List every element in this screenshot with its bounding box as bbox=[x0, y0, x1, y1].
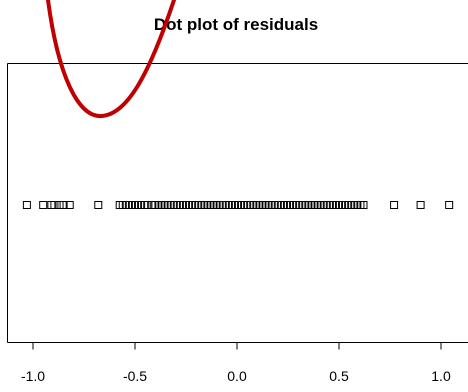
data-point bbox=[445, 201, 454, 209]
data-point bbox=[50, 201, 59, 209]
data-point bbox=[416, 201, 425, 209]
data-point bbox=[390, 201, 399, 209]
x-tick-label: 0.0 bbox=[227, 368, 247, 384]
data-points bbox=[22, 201, 454, 209]
x-tick-label: 0.5 bbox=[329, 368, 349, 384]
data-point bbox=[39, 201, 48, 209]
data-point bbox=[94, 201, 103, 209]
data-point bbox=[59, 201, 68, 209]
data-point bbox=[55, 201, 64, 209]
chart-title: Dot plot of residuals bbox=[154, 15, 318, 34]
x-tick-label: 1.0 bbox=[431, 368, 451, 384]
data-point bbox=[22, 201, 31, 209]
x-axis: -1.0 -0.5 0.0 0.5 1.0 bbox=[21, 342, 451, 384]
plot-frame bbox=[7, 63, 468, 343]
data-point bbox=[359, 201, 368, 209]
data-point bbox=[65, 201, 74, 209]
data-point bbox=[143, 201, 152, 209]
annotation-curve bbox=[46, 0, 176, 119]
x-tick-label: -0.5 bbox=[123, 368, 147, 384]
x-tick-label: -1.0 bbox=[21, 368, 45, 384]
